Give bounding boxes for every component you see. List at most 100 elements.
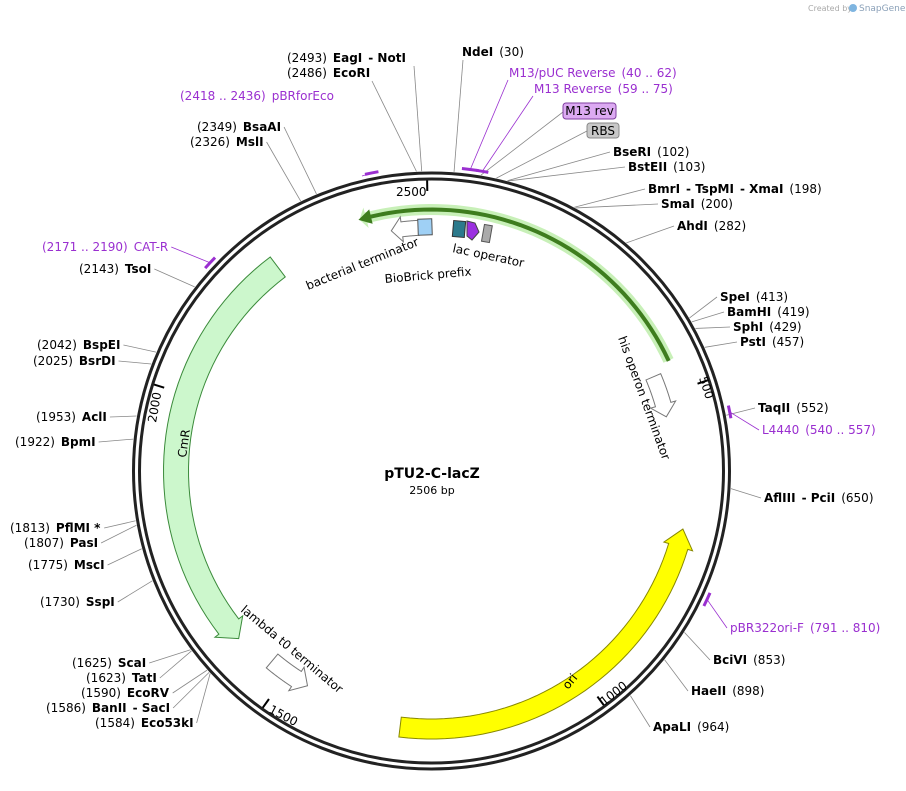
leader-line — [107, 548, 142, 566]
leader-line — [266, 141, 302, 202]
site-name: HaeII — [691, 684, 726, 698]
backbone-inner — [138, 177, 725, 765]
primer-marker — [476, 168, 489, 174]
site-name: BseRI — [613, 145, 651, 159]
leader-line — [171, 246, 211, 264]
site-label: M13 Reverse (59 .. 75) — [534, 82, 673, 96]
site-name: EagI — [333, 51, 362, 65]
primer-range: (791 .. 810) — [810, 621, 880, 635]
site-name: ScaI — [118, 656, 146, 670]
leader-line — [98, 438, 134, 443]
site-name: Eco53kI — [141, 716, 194, 730]
site-name: NdeI — [462, 45, 493, 59]
leader-line — [109, 415, 137, 418]
feature-label: M13 rev — [565, 104, 614, 118]
site-label: PstI (457) — [740, 335, 804, 349]
site-label: (1807) PasI — [24, 536, 98, 550]
site-position: (2486) — [287, 66, 327, 80]
feature-arrow — [398, 528, 694, 740]
site-label: (2493) EagI - NotI — [287, 51, 406, 65]
leader-line — [730, 488, 762, 499]
site-label: L4440 (540 .. 557) — [762, 423, 876, 437]
leader-line — [481, 95, 534, 172]
site-label: (2171 .. 2190) CAT-R — [42, 240, 168, 254]
site-position: (1953) — [36, 410, 76, 424]
site-position: (429) — [769, 320, 801, 334]
credit-brand: SnapGene — [859, 4, 906, 14]
tick-label: 1000 — [597, 679, 630, 709]
feature-arrow — [359, 204, 674, 363]
site-name: BsaAI — [243, 120, 281, 134]
leader-line — [371, 80, 417, 172]
site-name: BciVI — [713, 653, 747, 667]
site-name: AclI — [82, 410, 107, 424]
m13rev-box — [562, 102, 617, 120]
site-label: (2143) TsoI — [79, 262, 151, 276]
site-label: (1730) SspI — [40, 595, 115, 609]
leader-line — [172, 672, 210, 709]
leader-line — [729, 411, 760, 431]
site-label: AhdI (282) — [677, 219, 746, 233]
feature-block — [417, 218, 433, 236]
leader-line — [413, 65, 423, 172]
map-length: 2506 bp — [409, 484, 454, 497]
site-label: (2042) BspEI — [37, 338, 120, 352]
leader-line — [508, 166, 626, 182]
map-name: pTU2-C-lacZ — [384, 466, 480, 482]
leader-line — [704, 341, 738, 348]
site-position: (1625) — [72, 656, 112, 670]
site-label: (2326) MslI — [190, 135, 264, 149]
feature-arrow — [358, 207, 671, 362]
site-name: ApaLI — [653, 720, 691, 734]
site-position: (103) — [673, 160, 705, 174]
primer-range: (2418 .. 2436) — [180, 89, 266, 103]
credit-prefix: Created by — [808, 4, 852, 13]
site-position: (419) — [777, 305, 809, 319]
site-label: (1953) AclI — [36, 410, 107, 424]
site-label: (2418 .. 2436) pBRforEco — [180, 89, 334, 103]
site-label: (1922) BpmI — [15, 435, 96, 449]
site-name: EcoRV — [127, 686, 170, 700]
site-position: (1584) — [95, 716, 135, 730]
leader-line — [626, 225, 675, 244]
site-position: (2326) — [190, 135, 230, 149]
site-label: AflIII - PciI (650) — [764, 491, 874, 505]
site-name: - TspMI — [686, 182, 734, 196]
site-label: (2349) BsaAI — [197, 120, 281, 134]
site-label: (1586) BanII - SacI — [46, 701, 170, 715]
site-position: (1807) — [24, 536, 64, 550]
primer-marker — [364, 170, 379, 176]
site-position: (1730) — [40, 595, 80, 609]
site-label: (2486) EcoRI — [287, 66, 370, 80]
site-label: BseRI (102) — [613, 145, 689, 159]
site-label: (1590) EcoRV — [81, 686, 170, 700]
site-position: (853) — [753, 653, 785, 667]
site-name: BstEII — [628, 160, 667, 174]
leader-line — [689, 296, 718, 319]
site-name: - NotI — [368, 51, 406, 65]
credit-logo — [849, 4, 857, 12]
leader-line — [684, 632, 711, 661]
site-position: (457) — [772, 335, 804, 349]
site-label: NdeI (30) — [462, 45, 524, 59]
leader-line — [159, 650, 192, 679]
site-name: SphI — [733, 320, 763, 334]
primer-marker — [702, 592, 712, 607]
site-label: SpeI (413) — [720, 290, 788, 304]
primer-name: CAT-R — [134, 240, 169, 254]
site-name: SpeI — [720, 290, 750, 304]
leader-line — [575, 203, 659, 209]
site-name: BanII — [92, 701, 127, 715]
leader-line — [196, 673, 211, 724]
site-label: (1813) PflMI * — [10, 521, 101, 535]
primer-name: M13 Reverse — [534, 82, 612, 96]
site-name: TatI — [132, 671, 157, 685]
site-position: (30) — [499, 45, 524, 59]
primer-range: (40 .. 62) — [622, 66, 677, 80]
site-label: (1584) Eco53kI — [95, 716, 194, 730]
feature-arrow — [645, 373, 677, 418]
primer-marker — [204, 256, 217, 270]
feature-block — [451, 219, 467, 239]
leader-line — [706, 599, 728, 629]
